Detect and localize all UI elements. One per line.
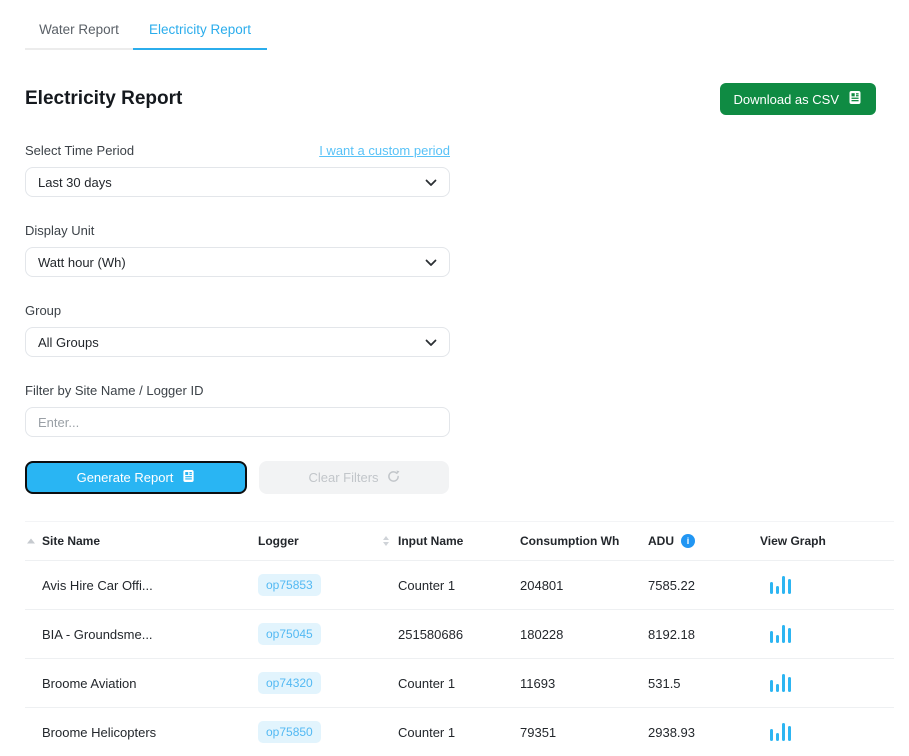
- consumption-cell: 79351: [520, 724, 557, 740]
- chevron-down-icon: [425, 175, 437, 190]
- logger-badge[interactable]: op75850: [258, 721, 321, 743]
- adu-cell: 2938.93: [648, 724, 695, 740]
- col-header-logger: Logger: [258, 534, 299, 548]
- bar-chart-icon[interactable]: [770, 576, 894, 594]
- site-name-cell: Broome Helicopters: [42, 724, 157, 740]
- table-header-row: Site Name Logger Input Name Consumption …: [25, 521, 894, 561]
- site-name-cell: BIA - Groundsme...: [42, 626, 153, 642]
- col-header-consumption: Consumption Wh: [520, 534, 620, 548]
- time-period-value: Last 30 days: [38, 174, 112, 190]
- consumption-cell: 204801: [520, 577, 564, 593]
- group-select[interactable]: All Groups: [25, 327, 450, 357]
- table-row: Broome Helicopters op75850 Counter 1 793…: [25, 708, 894, 756]
- bar-chart-icon[interactable]: [770, 674, 894, 692]
- page-title: Electricity Report: [25, 88, 183, 109]
- adu-cell: 7585.22: [648, 577, 695, 593]
- generate-report-button[interactable]: Generate Report: [25, 461, 247, 494]
- title-row: Electricity Report Download as CSV: [25, 83, 876, 115]
- col-header-input-name[interactable]: Input Name: [383, 534, 520, 548]
- group-label: Group: [25, 303, 62, 318]
- clear-filters-label: Clear Filters: [308, 470, 379, 485]
- logger-badge[interactable]: op75045: [258, 623, 321, 645]
- site-filter-input[interactable]: [25, 407, 450, 437]
- display-unit-label: Display Unit: [25, 223, 95, 238]
- sort-both-icon: [383, 536, 389, 546]
- col-header-adu: ADU i: [648, 534, 760, 548]
- adu-cell: 531.5: [648, 675, 681, 691]
- sort-ascending-icon: [27, 538, 35, 544]
- table-row: BIA - Groundsme... op75045 251580686 180…: [25, 610, 894, 659]
- bar-chart-icon[interactable]: [770, 625, 894, 643]
- report-table: Site Name Logger Input Name Consumption …: [25, 521, 894, 756]
- custom-period-link[interactable]: I want a custom period: [319, 143, 450, 158]
- chevron-down-icon: [425, 335, 437, 350]
- filters-panel: Select Time Period I want a custom perio…: [25, 143, 450, 494]
- consumption-cell: 11693: [520, 675, 556, 691]
- report-tabs: Water Report Electricity Report: [25, 22, 909, 50]
- col-header-site-name[interactable]: Site Name: [25, 534, 258, 548]
- clear-filters-button[interactable]: Clear Filters: [259, 461, 449, 494]
- tab-water-report[interactable]: Water Report: [25, 22, 133, 50]
- input-name-cell: Counter 1: [398, 724, 456, 740]
- report-document-icon: [182, 469, 195, 486]
- chevron-down-icon: [425, 255, 437, 270]
- input-name-cell: Counter 1: [398, 675, 456, 691]
- site-filter-label: Filter by Site Name / Logger ID: [25, 383, 204, 398]
- time-period-select[interactable]: Last 30 days: [25, 167, 450, 197]
- logger-badge[interactable]: op74320: [258, 672, 321, 694]
- download-csv-button[interactable]: Download as CSV: [719, 83, 876, 115]
- generate-report-label: Generate Report: [76, 470, 174, 485]
- col-header-adu-label: ADU: [648, 534, 674, 548]
- adu-cell: 8192.18: [648, 626, 695, 642]
- bar-chart-icon[interactable]: [770, 723, 894, 741]
- display-unit-select[interactable]: Watt hour (Wh): [25, 247, 450, 277]
- col-header-view-graph: View Graph: [760, 534, 826, 548]
- refresh-icon: [387, 470, 400, 486]
- table-row: Avis Hire Car Offi... op75853 Counter 1 …: [25, 561, 894, 610]
- info-icon[interactable]: i: [681, 534, 695, 548]
- logger-badge[interactable]: op75853: [258, 574, 321, 596]
- table-row: Broome Aviation op74320 Counter 1 11693 …: [25, 659, 894, 708]
- tab-electricity-report[interactable]: Electricity Report: [133, 22, 267, 50]
- input-name-cell: 251580686: [398, 626, 464, 642]
- input-name-cell: Counter 1: [398, 577, 456, 593]
- site-name-cell: Avis Hire Car Offi...: [42, 577, 153, 593]
- group-value: All Groups: [38, 334, 99, 350]
- consumption-cell: 180228: [520, 626, 564, 642]
- time-period-label: Select Time Period: [25, 143, 135, 158]
- col-header-input-name-label: Input Name: [398, 534, 464, 548]
- site-name-cell: Broome Aviation: [42, 675, 137, 691]
- report-document-icon: [848, 90, 862, 108]
- col-header-site-name-label: Site Name: [42, 534, 101, 548]
- display-unit-value: Watt hour (Wh): [38, 254, 126, 270]
- download-csv-label: Download as CSV: [733, 91, 840, 107]
